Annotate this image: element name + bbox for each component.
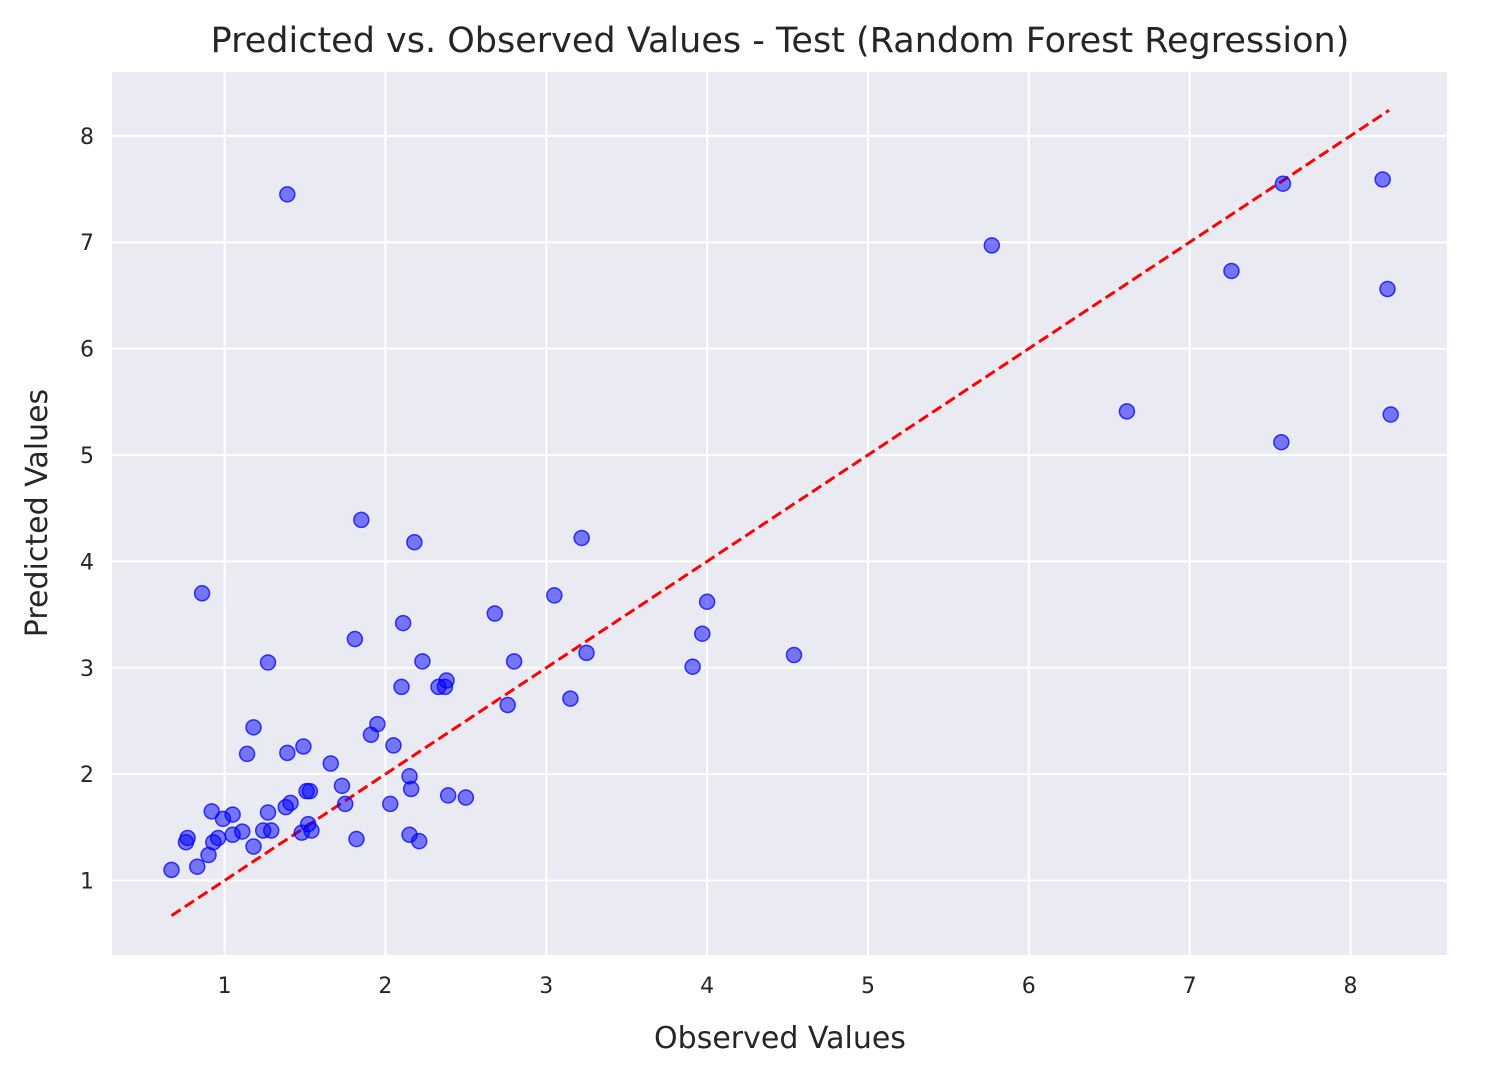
scatter-point [224, 826, 241, 844]
scatter-point [200, 846, 217, 864]
x-tick-label: 4 [700, 974, 714, 999]
x-tick-label: 8 [1343, 974, 1357, 999]
scatter-point [546, 587, 563, 604]
scatter-point [573, 529, 590, 547]
scatter-point [362, 726, 380, 744]
scatter-point [245, 838, 262, 855]
scatter-point [698, 593, 716, 611]
scatter-point [1273, 433, 1290, 451]
scatter-point [203, 803, 220, 820]
scatter-point [382, 795, 399, 813]
scatter-point [684, 658, 701, 675]
y-tick-label: 2 [80, 763, 94, 788]
scatter-point [694, 625, 711, 642]
x-tick-label: 5 [861, 974, 875, 999]
scatter-point [436, 678, 454, 696]
scatter-point [562, 690, 579, 707]
scatter-point [348, 830, 365, 848]
scatter-point [298, 782, 315, 800]
scatter-point [214, 810, 232, 828]
scatter-point [439, 787, 457, 804]
x-tick-label: 3 [539, 974, 553, 999]
reference-line-group [170, 109, 1390, 917]
scatter-point [499, 696, 516, 714]
scatter-point [394, 614, 412, 632]
scatter-point [983, 237, 1001, 254]
chart-title: Predicted vs. Observed Values - Test (Ra… [211, 21, 1350, 61]
scatter-point [238, 745, 256, 763]
scatter-point [177, 833, 195, 851]
scatter-point [1223, 262, 1240, 280]
x-tick-label: 7 [1183, 974, 1197, 999]
scatter-point [1382, 406, 1399, 423]
scatter-point [505, 653, 523, 670]
scatter-point [188, 858, 206, 875]
scatter-point [279, 744, 296, 762]
scatter-point [486, 605, 504, 622]
x-axis-title: Observed Values [654, 1021, 906, 1056]
x-tick-label: 1 [218, 974, 232, 999]
scatter-point [457, 789, 475, 806]
y-tick-label: 5 [80, 444, 94, 469]
scatter-point [1274, 175, 1292, 192]
y-tick-label: 4 [80, 550, 94, 575]
scatter-point [277, 798, 294, 816]
scatter-point [410, 832, 428, 850]
scatter-point [262, 822, 280, 839]
scatter-point [393, 678, 410, 696]
x-axis-tick-labels: 1 2 3 4 5 6 7 8 [218, 974, 1358, 999]
scatter-point [279, 186, 296, 203]
y-axis-tick-labels: 1 2 3 4 5 6 7 8 [80, 125, 94, 895]
y-tick-label: 7 [80, 231, 94, 256]
scatter-point [259, 654, 277, 671]
data-points [163, 171, 1399, 879]
y-tick-label: 1 [80, 870, 94, 895]
y-tick-label: 3 [80, 657, 94, 682]
scatter-point [406, 533, 423, 551]
x-tick-label: 6 [1022, 974, 1036, 999]
scatter-point [402, 780, 420, 798]
scatter-point [353, 511, 370, 529]
scatter-point [1118, 403, 1136, 420]
scatter-point [414, 653, 431, 670]
y-tick-label: 6 [80, 338, 94, 363]
scatter-point [336, 795, 354, 813]
scatter-point [1374, 171, 1391, 188]
scatter-point [385, 737, 402, 754]
scatter-point [322, 755, 339, 772]
scatter-point [259, 804, 277, 821]
y-axis-title: Predicted Values [20, 389, 55, 637]
scatter-point [1379, 280, 1396, 298]
scatter-point [163, 861, 180, 879]
scatter-point [193, 585, 211, 602]
scatter-point [785, 646, 803, 664]
scatter-point [245, 719, 262, 736]
y-tick-label: 8 [80, 125, 94, 150]
scatter-point [295, 738, 312, 755]
scatter-point [333, 777, 351, 795]
grid-lines [112, 72, 1447, 955]
scatter-point [346, 630, 364, 648]
x-tick-label: 2 [378, 974, 392, 999]
scatter-point [578, 644, 595, 662]
scatter-point [293, 824, 311, 841]
reference-line [170, 109, 1390, 917]
